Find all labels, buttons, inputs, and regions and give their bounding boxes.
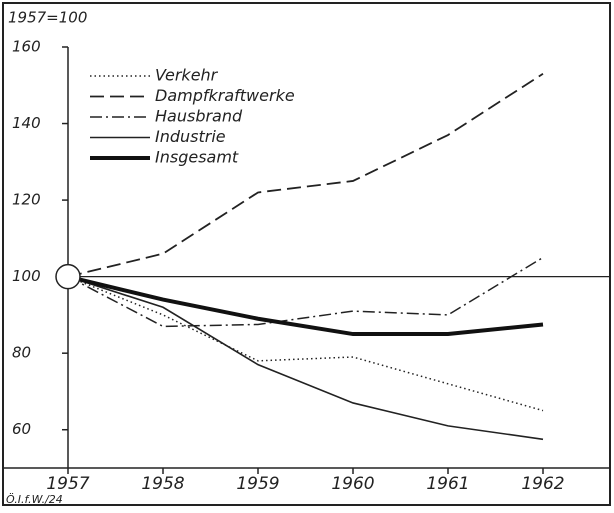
- x-tick-label: 1957: [46, 474, 89, 494]
- y-tick-label: 100: [12, 267, 41, 285]
- y-tick-label: 140: [12, 114, 41, 132]
- x-tick-label: 1961: [426, 474, 469, 494]
- series-line: [67, 275, 544, 441]
- x-tick-label: 1962: [521, 474, 564, 494]
- y-tick-label: 80: [12, 344, 31, 362]
- annotation: Ö.I.f.W./24: [6, 493, 63, 506]
- legend-label: Insgesamt: [155, 148, 239, 167]
- legend-label: Dampfkraftwerke: [155, 86, 295, 105]
- x-tick-label: 1959: [236, 474, 279, 494]
- frame: [2, 2, 611, 506]
- series-line: [67, 274, 544, 337]
- y-axis-label: 1957=100: [8, 9, 87, 27]
- x-tick-label: 1958: [141, 474, 184, 494]
- y-tick-label: 160: [12, 38, 41, 56]
- series-line: [67, 73, 544, 278]
- y-tick-label: 120: [12, 191, 41, 209]
- x-tick-label: 1960: [331, 474, 374, 494]
- legend-label: Industrie: [155, 127, 226, 146]
- series-line: [67, 256, 544, 328]
- y-tick-label: 60: [12, 420, 31, 438]
- legend-label: Hausbrand: [155, 107, 243, 126]
- origin-marker: [55, 263, 81, 290]
- legend-label: Verkehr: [155, 66, 219, 85]
